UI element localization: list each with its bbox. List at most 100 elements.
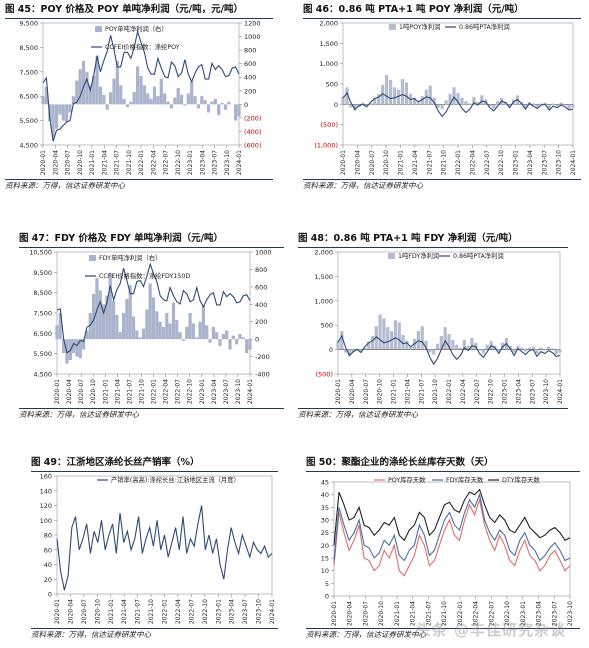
- area-bar: [178, 332, 182, 340]
- y-tick-label: 80: [44, 532, 52, 540]
- y-tick-label: 5,500: [19, 117, 38, 125]
- area-bar: [527, 347, 531, 350]
- x-tick-label: 2020-04: [349, 379, 356, 404]
- legend-label: 产销率(高高):涤纶长丝:江浙地区主流（月度）: [111, 475, 240, 484]
- y-tick-label: 160: [40, 473, 52, 481]
- y-tick-label: 6,500: [19, 93, 38, 101]
- panel-fig48: 图 48：0.86 吨 PTA+1 吨 FDY 净利润（元/吨） (500) 0 5…: [298, 232, 568, 422]
- area-bar: [131, 316, 136, 340]
- x-tick-label: 2024-01: [557, 379, 564, 404]
- area-bar: [146, 93, 150, 105]
- area-bar: [223, 104, 228, 110]
- y-tick-label: 10: [321, 567, 329, 575]
- area-bar: [468, 103, 472, 105]
- area-bar: [443, 327, 447, 350]
- y-tick-label: 7,500: [33, 310, 52, 318]
- x-tick-label: 2021-01: [394, 601, 401, 626]
- y-tick-label: 0: [48, 591, 52, 599]
- area-bar: [397, 322, 401, 350]
- line-series: [42, 29, 240, 142]
- area-bar: [98, 86, 103, 105]
- y-tick-label: 0: [325, 593, 329, 601]
- y-tick-label: (500): [321, 121, 338, 129]
- area-bar: [82, 339, 86, 350]
- y-tick-label: 15: [321, 555, 329, 563]
- x-tick-label: 2021-07: [418, 379, 425, 404]
- area-bar: [460, 97, 464, 105]
- area-bar: [378, 314, 382, 350]
- legend-label: 1吨FDY净利润: [398, 251, 439, 260]
- area-bar: [148, 283, 152, 340]
- x-tick-label: 2023-07: [242, 599, 249, 624]
- area-bar: [451, 339, 455, 350]
- x-tick-label: 2023-04: [229, 599, 236, 624]
- x-tick-label: 2020-10: [378, 601, 385, 626]
- area-bar: [128, 285, 132, 340]
- x-tick-label: 2023-07: [223, 379, 230, 404]
- x-tick-label: 2020-10: [94, 599, 101, 624]
- area-bar: [191, 323, 196, 340]
- area-bar: [386, 327, 390, 350]
- x-tick-label: 2021-01: [108, 599, 115, 624]
- panel-title: 图 47：FDY 价格及 FDY 单吨净利润（元/吨）: [19, 232, 284, 248]
- area-bar: [132, 92, 136, 105]
- x-tick-label: 2023-07: [529, 379, 536, 404]
- area-bar: [344, 349, 348, 353]
- y-tick-label: 4,500: [19, 142, 38, 150]
- area-bar: [400, 79, 405, 105]
- area-bar: [392, 87, 397, 105]
- x-tick-label: 2024-01: [247, 379, 254, 404]
- y-tick-label: 45: [321, 479, 329, 487]
- area-bar: [54, 104, 59, 129]
- area-bar: [121, 313, 126, 340]
- area-bar: [481, 349, 486, 354]
- area-bar: [420, 96, 424, 105]
- area-bar: [245, 339, 249, 354]
- area-bar: [211, 326, 215, 340]
- legend-label: 0.86吨PTA净利润: [453, 251, 504, 260]
- area-bar: [523, 349, 528, 352]
- x-tick-label: 2021-04: [404, 379, 411, 404]
- area-series: [55, 272, 252, 364]
- area-bar: [206, 104, 211, 113]
- y2-tick-label: 200: [244, 87, 256, 95]
- area-bar: [112, 78, 116, 105]
- area-bar: [374, 326, 378, 350]
- y-tick-label: 1,500: [319, 40, 338, 48]
- x-tick-label: 2023-01: [215, 599, 222, 624]
- y-tick-label: 7,500: [19, 68, 38, 76]
- area-bar: [225, 330, 229, 340]
- y2-tick-label: 0: [255, 336, 259, 344]
- x-tick-label: 2022-01: [446, 379, 453, 404]
- panel-fig47: 图 47：FDY 价格及 FDY 单吨净利润（元/吨） 4,500 5,500 6,…: [19, 232, 284, 422]
- area-bar: [558, 349, 562, 353]
- watermark: 头条 @丰佳研究杂谈: [415, 621, 566, 639]
- plot-area: [333, 481, 571, 597]
- area-bar: [163, 93, 167, 105]
- x-tick-label: 2020-01: [331, 601, 338, 626]
- x-tick-label: 2024-01: [570, 150, 577, 175]
- y2-tick-label: (200): [244, 114, 261, 122]
- area-bar: [393, 320, 398, 350]
- area-bar: [171, 302, 176, 340]
- legend-label: 1吨POY净利润: [399, 22, 440, 31]
- area-bar: [141, 328, 146, 340]
- area-bar: [485, 344, 489, 350]
- x-tick-label: 2020-10: [90, 379, 97, 404]
- y-tick-label: 5: [325, 580, 329, 588]
- area-bar: [416, 102, 420, 105]
- area-bar: [122, 98, 126, 105]
- area-bar: [156, 96, 160, 105]
- y-tick-label: 1,500: [314, 273, 333, 281]
- area-bar: [237, 104, 241, 117]
- legend-swatch: [89, 255, 96, 261]
- x-tick-label: 2023-10: [235, 379, 242, 404]
- area-bar: [78, 339, 82, 359]
- panel-fig50: 图 50：聚酯企业的涤纶长丝库存天数（天） 0 5 10 15 20 25 30 35 40 45…: [306, 456, 580, 642]
- area-bar: [420, 326, 424, 350]
- legend-swatch: [389, 24, 396, 30]
- area-bar: [55, 325, 59, 340]
- y-tick-label: (500): [316, 371, 333, 379]
- source-note: 资料来源：万得，信达证券研发中心: [19, 408, 284, 421]
- area-bar: [183, 104, 187, 106]
